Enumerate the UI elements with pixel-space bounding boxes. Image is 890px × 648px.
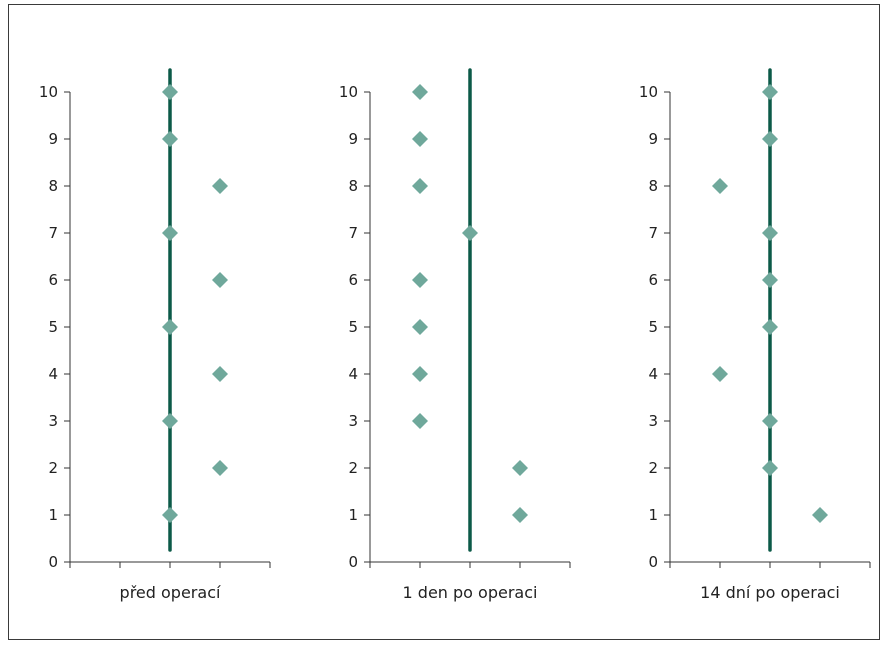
data-point [412, 84, 428, 100]
data-point [512, 460, 528, 476]
y-tick-label: 5 [48, 318, 58, 336]
data-point [762, 460, 778, 476]
y-tick-label: 3 [48, 412, 58, 430]
y-tick-label: 7 [648, 224, 658, 242]
figure-frame [8, 4, 880, 640]
y-tick-label: 2 [348, 459, 358, 477]
y-tick-label: 8 [48, 177, 58, 195]
data-point [412, 366, 428, 382]
y-tick-label: 4 [648, 365, 658, 383]
y-tick-label: 10 [339, 83, 358, 101]
data-point [212, 366, 228, 382]
data-point [412, 272, 428, 288]
data-point [162, 413, 178, 429]
y-tick-label: 9 [48, 130, 58, 148]
y-tick-label: 8 [648, 177, 658, 195]
y-tick-label: 3 [648, 412, 658, 430]
y-tick-label: 6 [648, 271, 658, 289]
y-tick-label: 4 [348, 365, 358, 383]
y-tick-label: 6 [348, 271, 358, 289]
data-point [162, 507, 178, 523]
y-tick-label: 0 [348, 553, 358, 571]
y-tick-label: 1 [48, 506, 58, 524]
category-label: 14 dní po operaci [700, 583, 840, 602]
data-point [212, 272, 228, 288]
data-point [412, 178, 428, 194]
category-label: před operací [120, 583, 221, 602]
y-tick-label: 2 [648, 459, 658, 477]
y-tick-label: 0 [48, 553, 58, 571]
y-tick-label: 10 [39, 83, 58, 101]
data-point [762, 84, 778, 100]
data-point [512, 507, 528, 523]
y-tick-label: 9 [648, 130, 658, 148]
data-point [762, 225, 778, 241]
y-tick-label: 2 [48, 459, 58, 477]
y-tick-label: 7 [348, 224, 358, 242]
data-point [162, 131, 178, 147]
y-tick-label: 1 [648, 506, 658, 524]
y-tick-label: 1 [348, 506, 358, 524]
y-tick-label: 10 [639, 83, 658, 101]
y-tick-label: 8 [348, 177, 358, 195]
data-point [712, 178, 728, 194]
data-point [812, 507, 828, 523]
data-point [462, 225, 478, 241]
data-point [762, 272, 778, 288]
y-tick-label: 4 [48, 365, 58, 383]
y-tick-label: 0 [648, 553, 658, 571]
y-tick-label: 9 [348, 130, 358, 148]
data-point [212, 178, 228, 194]
data-point [162, 319, 178, 335]
category-label: 1 den po operaci [403, 583, 538, 602]
data-point [162, 84, 178, 100]
data-point [412, 413, 428, 429]
y-tick-label: 6 [48, 271, 58, 289]
data-point [412, 131, 428, 147]
data-point [162, 225, 178, 241]
data-point [762, 319, 778, 335]
data-point [762, 131, 778, 147]
y-tick-label: 3 [348, 412, 358, 430]
y-tick-label: 5 [348, 318, 358, 336]
data-point [212, 460, 228, 476]
data-point [712, 366, 728, 382]
y-tick-label: 5 [648, 318, 658, 336]
y-tick-label: 7 [48, 224, 58, 242]
data-point [762, 413, 778, 429]
data-point [412, 319, 428, 335]
